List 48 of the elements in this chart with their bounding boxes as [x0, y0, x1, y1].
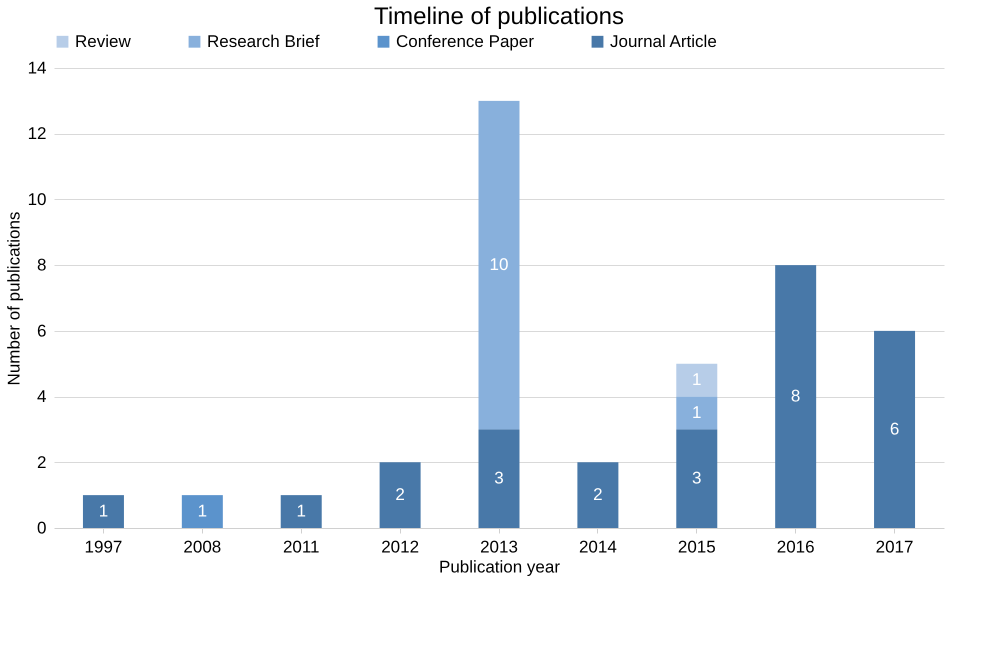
bar: [182, 495, 223, 528]
data-label: 6: [890, 419, 900, 438]
legend-label: Review: [75, 32, 132, 51]
data-label: 3: [494, 468, 504, 488]
y-tick-label: 8: [37, 256, 46, 275]
data-label: 1: [692, 370, 702, 390]
data-label: 1: [98, 502, 108, 521]
x-tick-label: 2015: [678, 538, 716, 556]
x-axis-title: Publication year: [439, 558, 560, 576]
chart-title: Timeline of publications: [374, 3, 624, 30]
bar: [380, 462, 421, 528]
data-label: 8: [790, 386, 800, 406]
data-label: 1: [198, 502, 208, 521]
bar: [676, 364, 718, 397]
x-tick-label: 2014: [578, 538, 617, 556]
bar: [676, 396, 718, 430]
x-tick-label: 2013: [480, 538, 518, 556]
x-tick-label: 2017: [876, 538, 914, 556]
x-tick-label: 1997: [84, 538, 122, 556]
y-tick-label: 10: [28, 190, 46, 209]
bar: [82, 495, 124, 528]
y-tick-label: 4: [37, 387, 46, 406]
data-label: 2: [593, 485, 603, 504]
y-tick-label: 14: [28, 58, 46, 78]
legend-label: Journal Article: [610, 32, 717, 51]
y-axis-title: Number of publications: [4, 212, 24, 386]
bar: [874, 330, 916, 528]
legend-label: Research Brief: [207, 32, 320, 51]
y-tick-label: 12: [28, 124, 46, 144]
bar: [478, 429, 520, 528]
data-label: 3: [692, 468, 702, 488]
y-tick-label: 0: [37, 518, 46, 538]
data-label: 1: [692, 403, 702, 422]
x-tick-label: 2011: [282, 538, 320, 556]
y-tick-label: 6: [37, 321, 46, 340]
legend-label: Conference Paper: [396, 32, 534, 51]
bar: [775, 265, 816, 528]
data-label: 2: [395, 485, 405, 504]
bar: [676, 429, 718, 528]
y-tick-label: 2: [37, 452, 46, 472]
data-label: 1: [296, 502, 306, 521]
bar: [577, 462, 618, 528]
x-tick-label: 2012: [381, 538, 420, 556]
bar: [280, 495, 322, 528]
x-tick-label: 2008: [183, 538, 222, 556]
x-tick-label: 2016: [776, 538, 815, 556]
data-label: 10: [490, 255, 508, 274]
bar: [478, 100, 520, 430]
